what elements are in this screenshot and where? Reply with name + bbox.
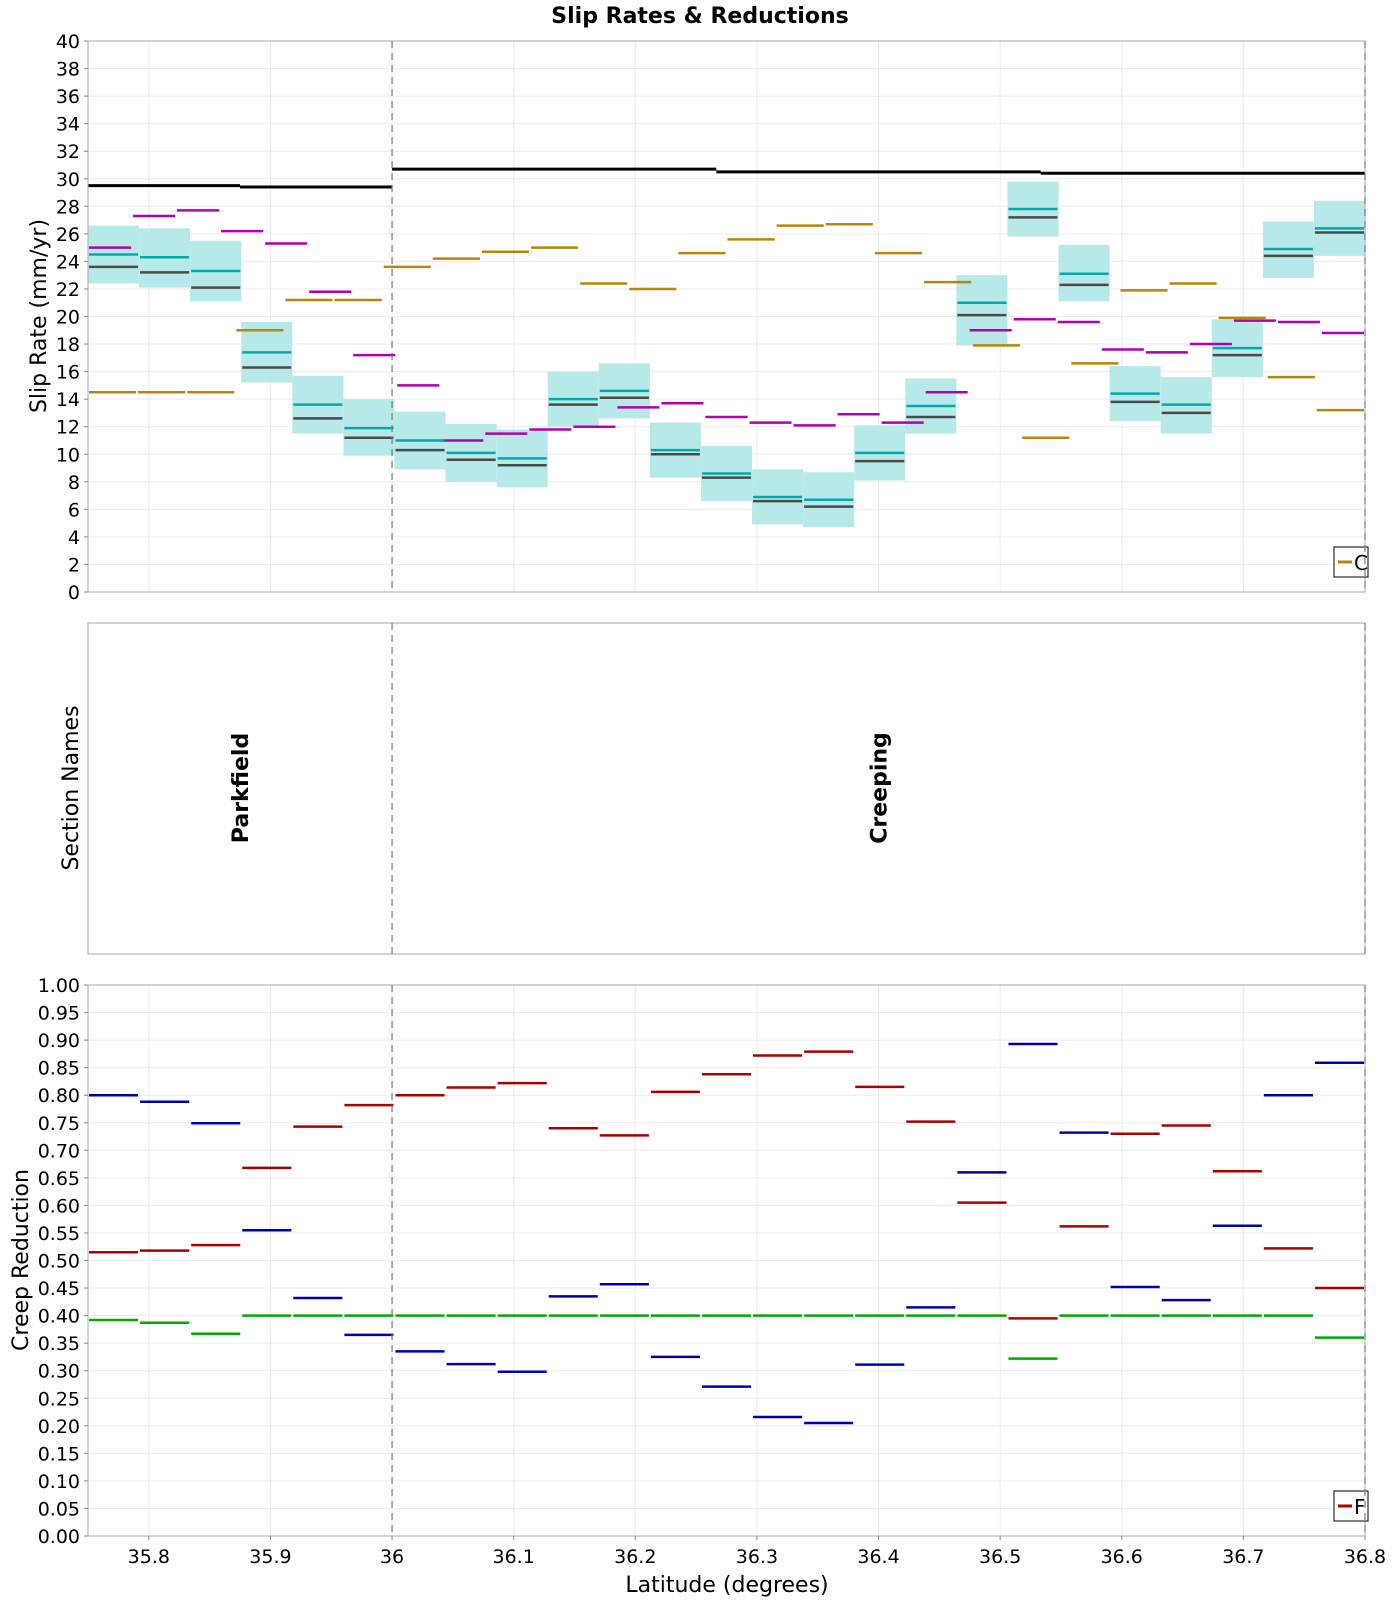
y-tick-label: 0.45	[38, 1278, 80, 1300]
y-tick-label: 0.55	[38, 1223, 80, 1245]
y-tick-label: 0.30	[38, 1361, 80, 1383]
x-tick-label: 36.4	[857, 1546, 899, 1568]
x-tick-label: 36.5	[979, 1546, 1021, 1568]
middle-panel-frame	[87, 622, 1366, 955]
y-tick-label: 8	[68, 472, 80, 494]
y-tick-label: 26	[56, 224, 80, 246]
y-tick-label: 4	[68, 527, 80, 549]
y-tick-label: 38	[56, 59, 80, 81]
x-tick-labels: 35.8 35.9 36 36.1 36.2 36.3 36.4 36.5 36.6 36.7 36…	[128, 1536, 1386, 1568]
y-tick-label: 0.85	[38, 1058, 80, 1080]
y-tick-label: 24	[56, 251, 80, 273]
y-tick-label: 16	[56, 362, 80, 384]
bottom-y-tick-labels: 0.00 0.05 0.10 0.15 0.20 0.25 0.30 0.35 0.40 0.45…	[38, 975, 88, 1548]
top-y-axis-label: Slip Rate (mm/yr)	[27, 219, 52, 413]
x-tick-label: 36.8	[1344, 1546, 1386, 1568]
x-tick-label: 36.2	[614, 1546, 656, 1568]
y-tick-label: 0.70	[38, 1140, 80, 1162]
y-tick-label: 0.10	[38, 1471, 80, 1493]
y-tick-label: 6	[68, 499, 80, 521]
x-tick-label: 36.3	[736, 1546, 778, 1568]
y-tick-label: 40	[56, 31, 80, 53]
bottom-y-axis-label: Creep Reduction	[9, 1169, 34, 1351]
y-tick-label: 34	[56, 114, 80, 136]
y-tick-label: 0.50	[38, 1251, 80, 1273]
y-tick-label: 10	[56, 444, 80, 466]
section-boundary-lines	[391, 41, 1366, 1536]
y-tick-label: 36	[56, 86, 80, 108]
y-tick-label: 0	[68, 582, 80, 604]
y-tick-label: 2	[68, 554, 80, 576]
x-tick-label: 36.1	[493, 1546, 535, 1568]
middle-y-axis-label: Section Names	[59, 705, 84, 870]
y-tick-label: 0.00	[38, 1526, 80, 1548]
y-tick-label: 0.40	[38, 1306, 80, 1328]
y-tick-label: 22	[56, 279, 80, 301]
uncertainty-band	[956, 275, 1008, 346]
top-legend-label: C	[1354, 551, 1368, 575]
y-tick-label: 0.20	[38, 1416, 80, 1438]
y-tick-label: 0.60	[38, 1195, 80, 1217]
y-tick-label: 0.75	[38, 1113, 80, 1135]
y-tick-label: 0.25	[38, 1388, 80, 1410]
top-panel-grid	[88, 40, 1366, 593]
y-tick-label: 28	[56, 196, 80, 218]
y-tick-label: 20	[56, 307, 80, 329]
y-tick-label: 0.15	[38, 1443, 80, 1465]
bottom-legend-label: F	[1354, 1495, 1366, 1519]
x-tick-label: 36.6	[1101, 1546, 1143, 1568]
y-tick-label: 1.00	[38, 975, 80, 997]
y-tick-label: 30	[56, 169, 80, 191]
section-label: Parkfield	[229, 733, 254, 843]
chart-title: Slip Rates & Reductions	[551, 4, 848, 29]
bottom-series-marks	[89, 1042, 1364, 1425]
top-series-marks	[88, 167, 1365, 508]
x-tick-label: 36	[380, 1546, 404, 1568]
x-tick-label: 36.7	[1222, 1546, 1264, 1568]
y-tick-label: 0.65	[38, 1168, 80, 1190]
section-name-labels: Parkfield Creeping	[229, 732, 893, 844]
y-tick-label: 0.05	[38, 1498, 80, 1520]
y-tick-label: 14	[56, 389, 80, 411]
y-tick-label: 18	[56, 334, 80, 356]
bottom-panel-grid	[88, 984, 1366, 1537]
section-label: Creeping	[868, 732, 893, 844]
x-tick-label: 35.8	[128, 1546, 170, 1568]
x-axis-label: Latitude (degrees)	[625, 1573, 828, 1598]
y-tick-label: 0.95	[38, 1003, 80, 1025]
x-tick-label: 35.9	[249, 1546, 291, 1568]
y-tick-label: 32	[56, 141, 80, 163]
y-tick-label: 0.35	[38, 1333, 80, 1355]
y-tick-label: 0.90	[38, 1030, 80, 1052]
y-tick-label: 12	[56, 417, 80, 439]
y-tick-label: 0.80	[38, 1085, 80, 1107]
